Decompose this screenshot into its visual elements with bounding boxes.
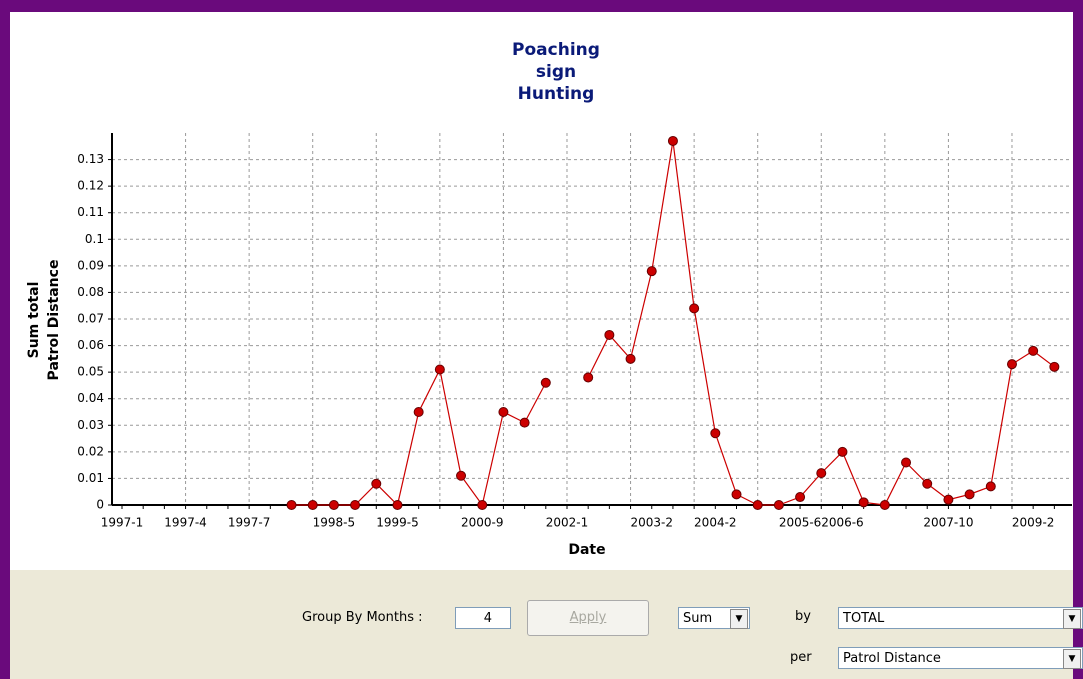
data-point [456,470,467,481]
data-point [625,353,636,364]
data-point [1028,345,1039,356]
y-tick-label: 0.04 [77,391,104,405]
data-point [731,489,742,500]
x-tick-label: 2007-10 [923,516,973,530]
aggregate-select[interactable]: Sum ▼ [678,607,750,629]
data-point [371,478,382,489]
data-point [773,500,784,510]
data-point [604,329,615,340]
x-tick-label: 2009-2 [1012,516,1055,530]
data-point [985,481,996,492]
chart: Poaching sign Hunting Date Sum total Pat… [26,40,1072,558]
y-tick-label: 0.13 [77,152,104,166]
y-tick-label: 0 [96,498,104,512]
y-tick-label: 0.03 [77,418,104,432]
x-tick-label: 2002-1 [546,516,589,530]
group-spinner[interactable]: 4 [455,607,511,629]
data-point [477,500,488,510]
x-tick-label: 1997-4 [164,516,207,530]
apply-button[interactable]: Apply [527,600,649,636]
data-point [689,303,700,314]
data-point [795,492,806,503]
data-point [837,446,848,457]
data-point [583,372,594,383]
data-point [879,500,890,510]
chart-title: Poaching [512,40,600,60]
group-label: Group By Months : [302,610,423,625]
per-label: per [790,650,812,665]
x-tick-label: 1997-7 [228,516,271,530]
y-tick-label: 0.08 [77,285,104,299]
data-point [307,500,318,510]
y-tick-label: 0.1 [85,232,104,246]
x-axis-label: Date [568,542,605,558]
data-point [328,500,339,510]
y-axis-label: Patrol Distance [46,260,62,381]
data-point [858,497,869,508]
data-point [710,428,721,439]
x-tick-label: 2000-9 [461,516,504,530]
y-tick-label: 0.01 [77,471,104,485]
data-point [964,489,975,500]
dropdown-arrow: ▼ [1063,609,1081,629]
x-tick-label: 1998-5 [313,516,356,530]
by-select[interactable]: TOTAL ▼ [838,607,1083,629]
apply-text: Apply [569,610,607,625]
data-point [413,407,424,417]
series-line [291,140,1055,507]
y-tick-label: 0.02 [77,444,104,458]
y-tick-label: 0.06 [77,338,104,352]
y-tick-label: 0.07 [77,312,104,326]
y-tick-label: 0.05 [77,365,104,379]
per-select[interactable]: Patrol Distance ▼ [838,647,1083,669]
x-tick-label: 2003-2 [630,516,673,530]
x-tick-label: 2006-6 [821,516,864,530]
x-tick-label: 2005-6 [779,516,822,530]
data-point [434,364,445,375]
data-point [498,407,509,417]
data-point [667,135,678,146]
by-value: TOTAL [843,611,885,626]
x-tick-label: 1997-1 [101,516,144,530]
dropdown-arrow: ▼ [1063,649,1081,669]
y-tick-label: 0.09 [77,258,104,272]
data-point [350,500,361,510]
per-value: Patrol Distance [843,651,941,666]
data-point [540,377,551,388]
data-point [1006,359,1017,370]
dropdown-arrow: ▼ [730,609,748,629]
y-tick-label: 0.12 [77,179,104,193]
frame [10,12,1073,679]
chart-title: Hunting [518,84,595,104]
data-point [922,478,933,489]
by-label: by [795,609,811,624]
data-point [646,266,657,277]
data-point [286,500,297,510]
data-point [901,457,912,468]
data-point [816,468,827,479]
data-point [519,417,530,428]
data-point [1049,361,1060,372]
data-point [752,500,763,510]
data-point [943,494,954,505]
data-point [392,500,403,510]
x-tick-label: 1999-5 [376,516,419,530]
y-tick-label: 0.11 [77,205,104,219]
control-panel: Group By Months : 4 Apply Sum ▼ by TOTAL ▼… [10,570,1083,679]
aggregate-value: Sum [683,611,713,626]
chart-title: sign [536,62,576,82]
x-tick-label: 2004-2 [694,516,737,530]
y-axis-label: Sum total [26,282,42,359]
